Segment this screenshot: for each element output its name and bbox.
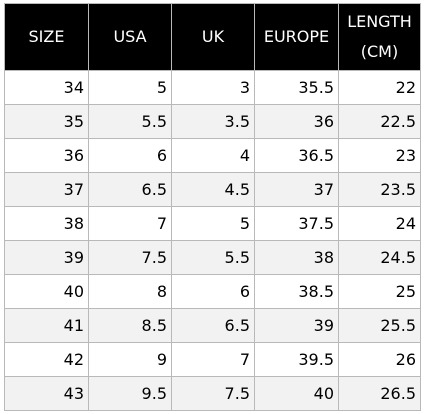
table-row: 39 7.5 5.5 38 24.5 (4, 240, 421, 275)
cell-usa: 6 (88, 138, 172, 173)
cell-uk: 4.5 (171, 172, 255, 207)
table-row: 35 5.5 3.5 36 22.5 (4, 104, 421, 139)
size-chart-table: SIZE USA UK EUROPE LENGTH (CM) 34 5 3 35.5 2… (4, 3, 421, 411)
header-size: SIZE (4, 3, 89, 71)
cell-length: 25 (338, 274, 421, 309)
cell-length: 22 (338, 70, 421, 105)
table-row: 34 5 3 35.5 22 (4, 70, 421, 105)
cell-europe: 39 (254, 308, 339, 343)
cell-length: 25.5 (338, 308, 421, 343)
cell-uk: 3 (171, 70, 255, 105)
table-row: 42 9 7 39.5 26 (4, 342, 421, 377)
cell-size: 38 (4, 206, 89, 241)
cell-europe: 38 (254, 240, 339, 275)
cell-europe: 36.5 (254, 138, 339, 173)
cell-length: 23 (338, 138, 421, 173)
cell-usa: 5 (88, 70, 172, 105)
cell-length: 23.5 (338, 172, 421, 207)
cell-uk: 5.5 (171, 240, 255, 275)
header-length: LENGTH (CM) (338, 3, 421, 71)
cell-usa: 9 (88, 342, 172, 377)
cell-usa: 7 (88, 206, 172, 241)
cell-length: 26 (338, 342, 421, 377)
cell-europe: 36 (254, 104, 339, 139)
cell-length: 24.5 (338, 240, 421, 275)
cell-size: 36 (4, 138, 89, 173)
table-row: 43 9.5 7.5 40 26.5 (4, 376, 421, 411)
cell-usa: 7.5 (88, 240, 172, 275)
cell-size: 35 (4, 104, 89, 139)
cell-europe: 37 (254, 172, 339, 207)
cell-size: 41 (4, 308, 89, 343)
cell-uk: 7.5 (171, 376, 255, 411)
cell-uk: 5 (171, 206, 255, 241)
cell-europe: 37.5 (254, 206, 339, 241)
cell-europe: 38.5 (254, 274, 339, 309)
table-body: 34 5 3 35.5 22 35 5.5 3.5 36 22.5 36 6 4 36.5 23 37 6.5 4… (4, 70, 421, 411)
cell-europe: 39.5 (254, 342, 339, 377)
header-row: SIZE USA UK EUROPE LENGTH (CM) (4, 3, 421, 71)
table-row: 36 6 4 36.5 23 (4, 138, 421, 173)
cell-size: 37 (4, 172, 89, 207)
cell-length: 22.5 (338, 104, 421, 139)
cell-size: 43 (4, 376, 89, 411)
cell-size: 34 (4, 70, 89, 105)
table-row: 38 7 5 37.5 24 (4, 206, 421, 241)
cell-uk: 7 (171, 342, 255, 377)
cell-length: 26.5 (338, 376, 421, 411)
cell-usa: 8 (88, 274, 172, 309)
header-europe: EUROPE (254, 3, 339, 71)
table-row: 40 8 6 38.5 25 (4, 274, 421, 309)
cell-usa: 6.5 (88, 172, 172, 207)
cell-size: 39 (4, 240, 89, 275)
cell-usa: 9.5 (88, 376, 172, 411)
cell-uk: 6 (171, 274, 255, 309)
cell-length: 24 (338, 206, 421, 241)
cell-uk: 4 (171, 138, 255, 173)
cell-europe: 40 (254, 376, 339, 411)
cell-usa: 5.5 (88, 104, 172, 139)
cell-europe: 35.5 (254, 70, 339, 105)
table-header: SIZE USA UK EUROPE LENGTH (CM) (4, 3, 421, 71)
cell-size: 40 (4, 274, 89, 309)
cell-usa: 8.5 (88, 308, 172, 343)
header-uk: UK (171, 3, 255, 71)
table-row: 41 8.5 6.5 39 25.5 (4, 308, 421, 343)
header-usa: USA (88, 3, 172, 71)
cell-size: 42 (4, 342, 89, 377)
cell-uk: 3.5 (171, 104, 255, 139)
cell-uk: 6.5 (171, 308, 255, 343)
table-row: 37 6.5 4.5 37 23.5 (4, 172, 421, 207)
